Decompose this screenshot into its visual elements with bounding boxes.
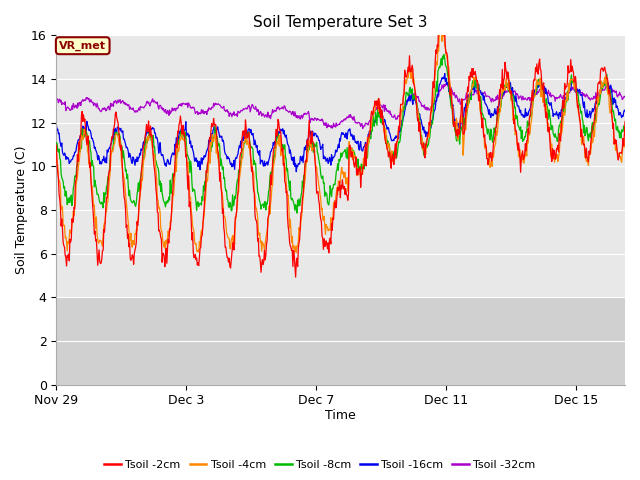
Tsoil -32cm: [359, 126, 367, 132]
Line: Tsoil -16cm: Tsoil -16cm: [56, 73, 625, 172]
Tsoil -16cm: [292, 169, 300, 175]
Tsoil -4cm: [296, 227, 304, 233]
Tsoil -4cm: [292, 250, 300, 255]
Tsoil -32cm: [621, 94, 629, 100]
Tsoil -4cm: [621, 137, 629, 143]
Bar: [56, 297, 625, 384]
Tsoil -2cm: [52, 143, 60, 148]
Tsoil -2cm: [621, 119, 629, 125]
Tsoil -2cm: [337, 182, 345, 188]
Y-axis label: Soil Temperature (C): Soil Temperature (C): [15, 146, 28, 274]
Line: Tsoil -32cm: Tsoil -32cm: [56, 83, 625, 129]
X-axis label: Time: Time: [325, 409, 356, 422]
Tsoil -4cm: [371, 110, 378, 116]
Tsoil -16cm: [52, 122, 60, 128]
Tsoil -32cm: [296, 115, 303, 121]
Tsoil -4cm: [197, 232, 205, 238]
Tsoil -2cm: [292, 274, 300, 280]
Line: Tsoil -8cm: Tsoil -8cm: [56, 54, 625, 213]
Tsoil -8cm: [373, 122, 381, 128]
Tsoil -16cm: [621, 108, 629, 114]
Tsoil -32cm: [436, 88, 444, 94]
Tsoil -2cm: [437, 21, 445, 27]
Text: VR_met: VR_met: [60, 41, 106, 51]
Line: Tsoil -4cm: Tsoil -4cm: [56, 25, 625, 252]
Title: Soil Temperature Set 3: Soil Temperature Set 3: [253, 15, 428, 30]
Tsoil -8cm: [440, 51, 448, 57]
Tsoil -8cm: [436, 65, 444, 71]
Tsoil -4cm: [52, 150, 60, 156]
Tsoil -8cm: [197, 201, 205, 206]
Tsoil -16cm: [337, 133, 345, 139]
Tsoil -4cm: [373, 98, 381, 104]
Tsoil -16cm: [371, 118, 378, 123]
Tsoil -32cm: [52, 96, 60, 101]
Tsoil -4cm: [436, 29, 444, 35]
Tsoil -2cm: [197, 245, 205, 251]
Tsoil -16cm: [197, 160, 205, 166]
Tsoil -8cm: [52, 140, 60, 146]
Tsoil -16cm: [373, 115, 381, 120]
Tsoil -8cm: [293, 210, 301, 216]
Tsoil -2cm: [371, 104, 378, 110]
Tsoil -8cm: [296, 199, 304, 204]
Legend: Tsoil -2cm, Tsoil -4cm, Tsoil -8cm, Tsoil -16cm, Tsoil -32cm: Tsoil -2cm, Tsoil -4cm, Tsoil -8cm, Tsoi…: [100, 456, 540, 474]
Tsoil -32cm: [443, 80, 451, 86]
Tsoil -16cm: [436, 81, 444, 87]
Tsoil -2cm: [296, 220, 304, 226]
Tsoil -16cm: [441, 71, 449, 76]
Tsoil -32cm: [337, 120, 344, 125]
Tsoil -4cm: [439, 22, 447, 28]
Tsoil -8cm: [337, 150, 345, 156]
Tsoil -32cm: [371, 109, 378, 115]
Tsoil -8cm: [371, 123, 378, 129]
Tsoil -32cm: [197, 110, 205, 116]
Tsoil -4cm: [337, 170, 345, 176]
Tsoil -16cm: [296, 154, 304, 159]
Tsoil -2cm: [435, 18, 442, 24]
Tsoil -32cm: [373, 107, 381, 112]
Line: Tsoil -2cm: Tsoil -2cm: [56, 21, 625, 277]
Tsoil -8cm: [621, 128, 629, 133]
Tsoil -2cm: [373, 98, 381, 104]
